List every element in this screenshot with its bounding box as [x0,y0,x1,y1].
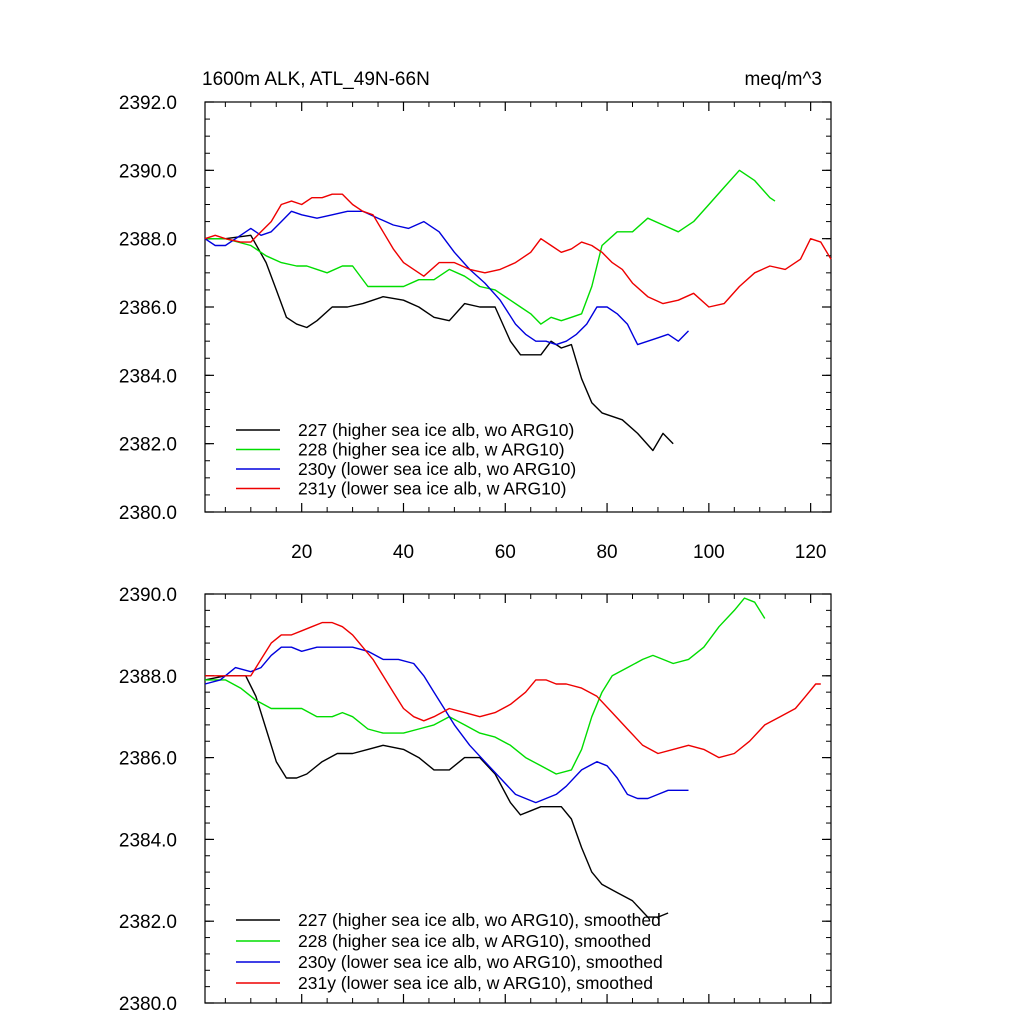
x-tick-label: 20 [291,542,312,563]
chart-title: 1600m ALK, ATL_49N-66N [202,69,430,90]
series-line-0 [205,234,674,452]
y-tick-label: 2384.0 [119,366,177,387]
plot-frame [204,593,832,1004]
series-line-0 [204,675,669,918]
y-tick-label: 2382.0 [119,435,177,456]
series-line-1 [205,597,766,775]
y-tick-label: 2384.0 [119,830,177,851]
series-line-2 [204,646,689,804]
legend-label-0: 227 (higher sea ice alb, wo ARG10) [298,420,574,440]
series-line-1 [205,169,776,325]
x-tick-label: 100 [693,542,725,563]
legend-label-0: 227 (higher sea ice alb, wo ARG10), smoo… [298,910,661,930]
y-tick-label: 2390.0 [119,161,177,182]
y-tick-label: 2388.0 [119,667,177,688]
x-tick-label: 60 [495,542,516,563]
plot-area-bottom: 2380.0 2382.0 2384.0 2386.0 2388.0 2390.0 227 … [119,585,832,1015]
y-tick-label: 2392.0 [119,93,177,114]
bottom-panel: 2380.0 2382.0 2384.0 2386.0 2388.0 2390.0 227 … [119,585,832,1015]
x-tick-label: 120 [795,542,827,563]
legend-label-2: 230y (lower sea ice alb, wo ARG10) [298,459,576,479]
legend-label-3: 231y (lower sea ice alb, w ARG10) [298,479,566,499]
y-tick-label: 2386.0 [119,298,177,319]
legend-label-3: 231y (lower sea ice alb, w ARG10), smoot… [298,973,653,993]
y-tick-label: 2380.0 [119,503,177,524]
x-tick-label: 80 [596,542,617,563]
y-tick-label: 2388.0 [119,230,177,251]
y-tick-label: 2380.0 [119,994,177,1015]
legend-label-1: 228 (higher sea ice alb, w ARG10), smoot… [298,931,651,951]
series-line-2 [204,210,689,346]
x-tick-label: 40 [393,542,414,563]
y-tick-label: 2382.0 [119,912,177,933]
series-line-3 [205,621,821,759]
series-line-3 [204,193,832,308]
y-tick-label: 2390.0 [119,585,177,606]
legend-label-2: 230y (lower sea ice alb, wo ARG10), smoo… [298,952,663,972]
top-panel: 1600m ALK, ATL_49N-66N meq/m^3 2380.0238… [119,69,832,563]
legend-label-1: 228 (higher sea ice alb, w ARG10) [298,440,565,460]
units-label: meq/m^3 [744,69,822,90]
plot-area-top: 2380.0 2382.0 2384.0 2386.0 2388.0 2390.0 2392… [119,93,832,563]
y-tick-label: 2386.0 [119,749,177,770]
